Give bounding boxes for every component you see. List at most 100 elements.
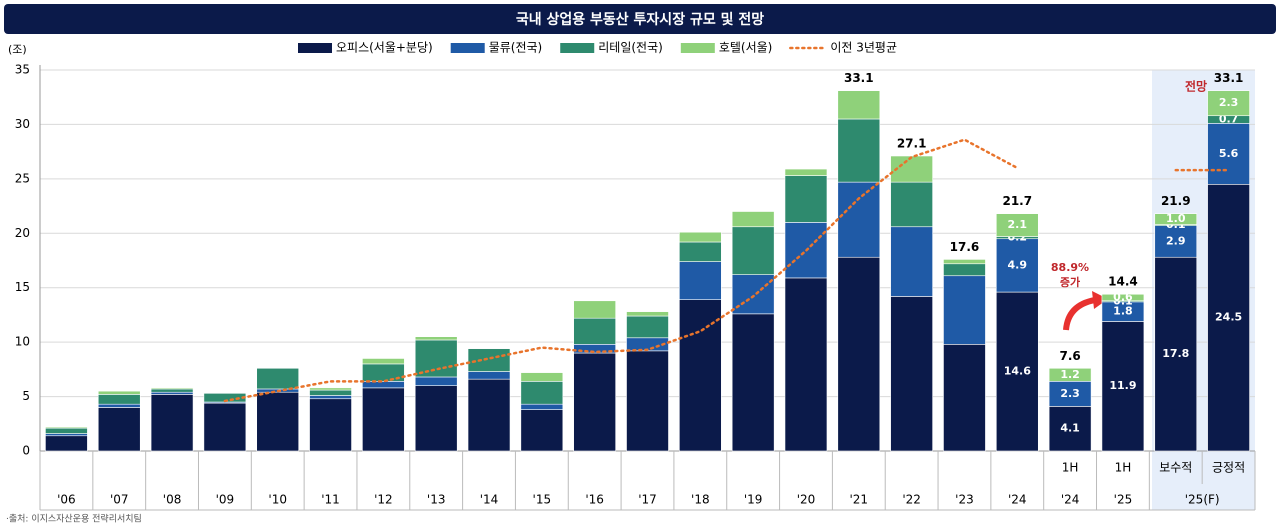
bar-segment — [837, 90, 881, 120]
bar-segment — [45, 426, 88, 429]
bar-segment — [1207, 184, 1250, 452]
bar-segment — [995, 213, 1039, 237]
title-bar — [4, 4, 1276, 34]
bar-segment — [414, 339, 458, 378]
bar-segment — [626, 311, 669, 317]
y-tick-label: 5 — [22, 389, 30, 403]
x-tick-label: '06 — [57, 493, 76, 507]
x-tick-label: 긍정적 — [1212, 461, 1245, 475]
bar-segment — [784, 175, 828, 223]
bar-segment — [679, 241, 722, 262]
bar-segment — [150, 391, 194, 395]
bar-segment — [1048, 367, 1092, 382]
bar-segment — [1101, 321, 1145, 452]
bar-segment — [150, 388, 194, 393]
bar-segment — [520, 403, 564, 410]
average-line — [223, 138, 1230, 403]
x-tick-label: '22 — [902, 493, 921, 507]
value-label: 2.3 — [1219, 96, 1239, 109]
x-tick-label: '16 — [585, 493, 604, 507]
bar-segment — [626, 315, 669, 339]
bar-segment — [309, 389, 352, 396]
x-tick-label: '15 — [533, 493, 552, 507]
bar-segment — [573, 317, 616, 345]
bar-segment — [943, 259, 986, 265]
total-label: 17.6 — [950, 240, 980, 254]
total-label: 14.4 — [1108, 275, 1138, 289]
bar-segment — [1048, 381, 1092, 407]
bar-segment — [520, 409, 564, 452]
bar-segment — [679, 261, 722, 300]
bar-segment — [414, 336, 458, 341]
bar-segment — [626, 350, 669, 452]
bar-segment — [731, 226, 775, 275]
bar-segment — [837, 118, 881, 183]
bar-segment — [943, 344, 986, 452]
bar-segment — [256, 391, 300, 452]
bar-segment — [679, 231, 722, 243]
x-group-label: '25 — [1114, 493, 1133, 507]
x-tick-label: '10 — [268, 493, 287, 507]
annotation: 전망 — [1185, 79, 1207, 94]
bar-segment — [150, 394, 194, 452]
annotation: 증가 — [1060, 275, 1080, 289]
x-tick-label: '20 — [797, 493, 816, 507]
x-tick-label: '18 — [691, 493, 710, 507]
bar-segment — [890, 181, 933, 228]
value-label: 17.8 — [1162, 347, 1189, 360]
bar-segment — [309, 395, 352, 400]
x-tick-label: '11 — [321, 493, 340, 507]
legend-label: 호텔(서울) — [719, 41, 773, 55]
y-unit: (조) — [8, 43, 27, 56]
value-label: 14.6 — [1004, 365, 1031, 378]
legend-swatch — [560, 43, 595, 53]
bar-segment — [45, 427, 88, 434]
legend-label: 오피스(서울+분당) — [336, 41, 433, 55]
bar-segment — [467, 371, 511, 380]
bar-segment — [520, 372, 564, 382]
bar-segment — [943, 275, 986, 345]
bar-segment — [45, 433, 88, 437]
value-label: 2.9 — [1166, 234, 1186, 247]
bar-segment — [1048, 406, 1092, 452]
y-tick-label: 30 — [15, 117, 30, 131]
bar-segment — [995, 238, 1039, 293]
bar-segment — [467, 378, 511, 452]
growth-arrowhead — [1092, 291, 1108, 309]
bar-segment — [256, 367, 300, 390]
bar-segment — [731, 211, 775, 228]
legend-swatch — [450, 43, 485, 53]
annotation: 88.9% — [1051, 261, 1089, 274]
value-label: 1.2 — [1060, 368, 1080, 381]
value-label: 0.6 — [1113, 291, 1133, 304]
bar-segment — [890, 226, 933, 297]
x-group-label: '24 — [1061, 493, 1080, 507]
bar-segment — [943, 263, 986, 277]
value-label: 2.1 — [1008, 218, 1028, 231]
bar-segment — [731, 313, 775, 452]
y-tick-label: 0 — [22, 444, 30, 458]
bar-segment — [97, 403, 141, 408]
bar-segment — [784, 168, 828, 176]
bar-segment — [97, 390, 141, 395]
growth-arrow — [1063, 297, 1096, 331]
bar-segment — [784, 277, 828, 452]
bar-segment — [362, 387, 405, 452]
total-label: 33.1 — [844, 71, 874, 85]
bar-segment — [731, 274, 775, 315]
source: ·출처: 이지스자산운용 전략리서치팀 — [6, 513, 142, 525]
value-label: 2.3 — [1060, 387, 1080, 400]
total-label: 21.7 — [1002, 194, 1032, 208]
total-label: 7.6 — [1059, 349, 1080, 363]
value-label: 4.9 — [1008, 258, 1028, 271]
x-tick-label: 1H — [1115, 461, 1132, 475]
total-label: 21.9 — [1161, 194, 1191, 208]
y-tick-label: 20 — [15, 226, 30, 240]
x-tick-label: '09 — [216, 493, 235, 507]
bar-segment — [97, 394, 141, 405]
x-tick-label: '19 — [744, 493, 763, 507]
y-tick-label: 25 — [15, 171, 30, 185]
bar-segment — [1101, 293, 1145, 302]
chart-title: 국내 상업용 부동산 투자시장 규모 및 전망 — [516, 11, 764, 28]
